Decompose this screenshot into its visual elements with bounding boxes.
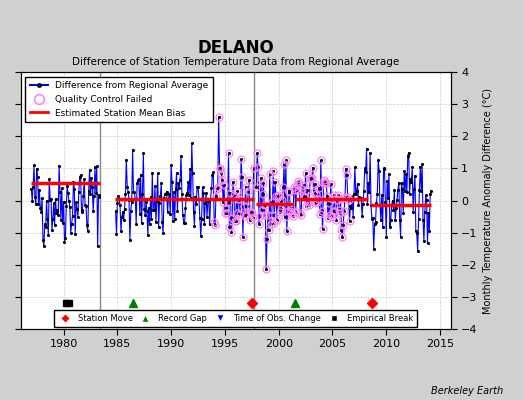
Legend: Station Move, Record Gap, Time of Obs. Change, Empirical Break: Station Move, Record Gap, Time of Obs. C…: [54, 310, 417, 327]
Y-axis label: Monthly Temperature Anomaly Difference (°C): Monthly Temperature Anomaly Difference (…: [483, 88, 493, 314]
Text: Difference of Station Temperature Data from Regional Average: Difference of Station Temperature Data f…: [72, 57, 399, 67]
Title: DELANO: DELANO: [198, 39, 274, 57]
Text: Berkeley Earth: Berkeley Earth: [431, 386, 503, 396]
